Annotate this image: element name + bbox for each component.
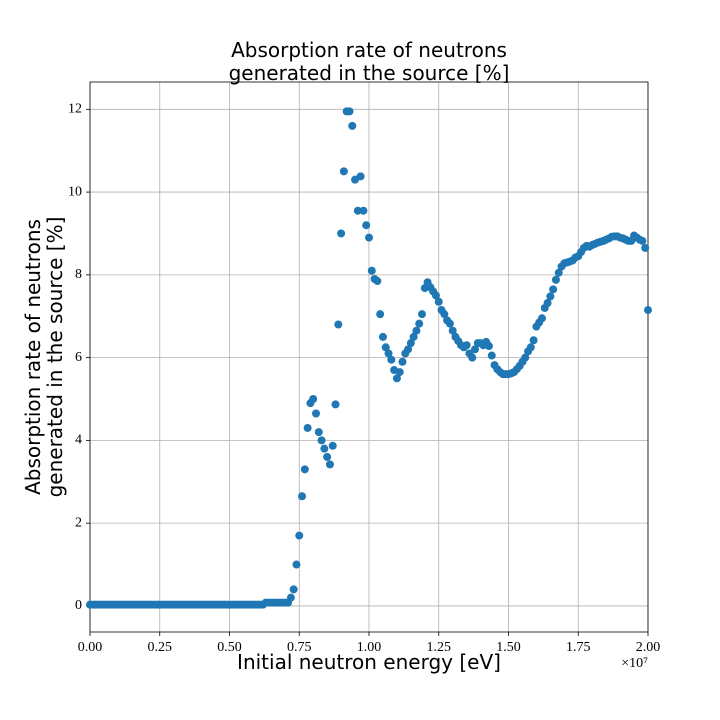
y-tick-label: 6 [75, 350, 82, 365]
data-point [448, 326, 457, 335]
data-point [395, 368, 404, 377]
data-point [320, 444, 329, 453]
data-point [445, 319, 454, 328]
y-axis-label: generated in the source [%] [43, 217, 67, 498]
data-point [359, 206, 368, 215]
data-point [638, 236, 647, 245]
y-tick-label: 0 [75, 598, 82, 613]
data-point [398, 357, 407, 366]
data-point [295, 531, 304, 540]
data-point [434, 297, 443, 306]
data-point [521, 353, 530, 362]
plot-frame [89, 81, 649, 633]
data-point [440, 310, 449, 319]
data-point [362, 221, 371, 230]
data-point [471, 345, 480, 354]
data-point [325, 460, 334, 469]
data-point [549, 285, 558, 294]
data-point [298, 492, 307, 501]
data-point [431, 291, 440, 300]
data-point [392, 374, 401, 383]
data-point [337, 229, 346, 238]
data-point [641, 243, 650, 252]
y-axis-label: Absorption rate of neutrons [21, 219, 45, 495]
data-point [644, 306, 652, 315]
data-point [317, 436, 326, 445]
data-point [462, 341, 471, 350]
data-point [300, 465, 309, 474]
data-point [543, 298, 552, 307]
data-point [365, 233, 373, 242]
data-point [303, 423, 312, 432]
data-point [334, 320, 343, 329]
y-tick-label: 8 [75, 267, 82, 282]
data-point [376, 310, 385, 319]
data-point [353, 206, 362, 215]
x-tick-label: 0.75 [287, 640, 312, 655]
data-point [373, 277, 382, 286]
y-tick-label: 4 [75, 433, 82, 448]
data-point [378, 332, 387, 341]
data-point [286, 593, 295, 602]
data-point [387, 355, 396, 364]
data-point [289, 585, 298, 594]
data-point [367, 266, 376, 275]
data-point [292, 560, 301, 569]
x-tick-label: 1.25 [427, 640, 452, 655]
data-point [529, 336, 538, 345]
data-point [345, 107, 354, 116]
data-point [381, 343, 390, 352]
data-point [526, 343, 535, 352]
data-point [406, 339, 415, 348]
data-point [309, 395, 318, 404]
data-point [409, 332, 418, 341]
data-point [418, 310, 427, 319]
data-point [328, 441, 337, 450]
x-tick-label: 2.00 [636, 640, 661, 655]
data-point [314, 428, 323, 437]
data-point [468, 353, 477, 362]
data-point [537, 314, 546, 323]
data-point [404, 345, 413, 354]
data-point [484, 342, 493, 351]
x-tick-label: 0.00 [78, 640, 103, 655]
data-point [546, 292, 555, 301]
data-point [487, 351, 496, 360]
y-tick-label: 10 [68, 184, 82, 199]
data-point [412, 326, 421, 335]
data-point [554, 268, 563, 277]
data-point [348, 121, 357, 130]
x-tick-label: 0.50 [217, 640, 242, 655]
chart-title: generated in the source [%] [229, 61, 510, 85]
data-point [384, 349, 393, 358]
y-tick-label: 2 [75, 515, 82, 530]
chart-title: Absorption rate of neutrons [231, 38, 507, 62]
x-tick-label: 1.50 [496, 640, 521, 655]
data-point [339, 167, 348, 176]
data-point [323, 452, 332, 461]
x-tick-label: 1.75 [566, 640, 591, 655]
x-tick-label: 1.00 [357, 640, 382, 655]
data-point [311, 409, 320, 418]
x-axis-label: Initial neutron energy [eV] [237, 650, 501, 674]
data-point [356, 172, 365, 181]
data-point [415, 319, 424, 328]
x-tick-label: 0.25 [148, 640, 173, 655]
data-point [551, 275, 560, 284]
data-point [331, 400, 340, 409]
x-offset-label: ×10⁷ [621, 656, 648, 671]
y-tick-label: 12 [68, 102, 82, 117]
